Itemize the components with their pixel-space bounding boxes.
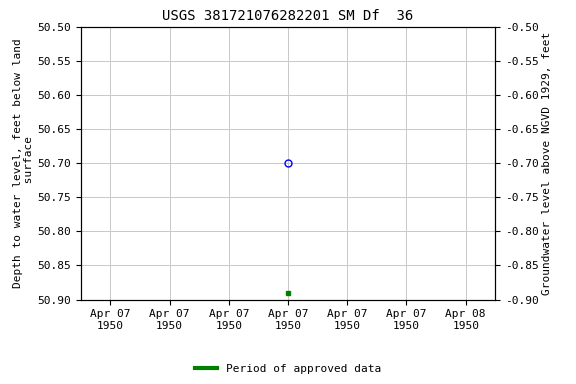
Title: USGS 381721076282201 SM Df  36: USGS 381721076282201 SM Df 36 (162, 9, 414, 23)
Y-axis label: Depth to water level, feet below land
 surface: Depth to water level, feet below land su… (13, 38, 35, 288)
Legend: Period of approved data: Period of approved data (191, 359, 385, 379)
Y-axis label: Groundwater level above NGVD 1929, feet: Groundwater level above NGVD 1929, feet (541, 31, 552, 295)
